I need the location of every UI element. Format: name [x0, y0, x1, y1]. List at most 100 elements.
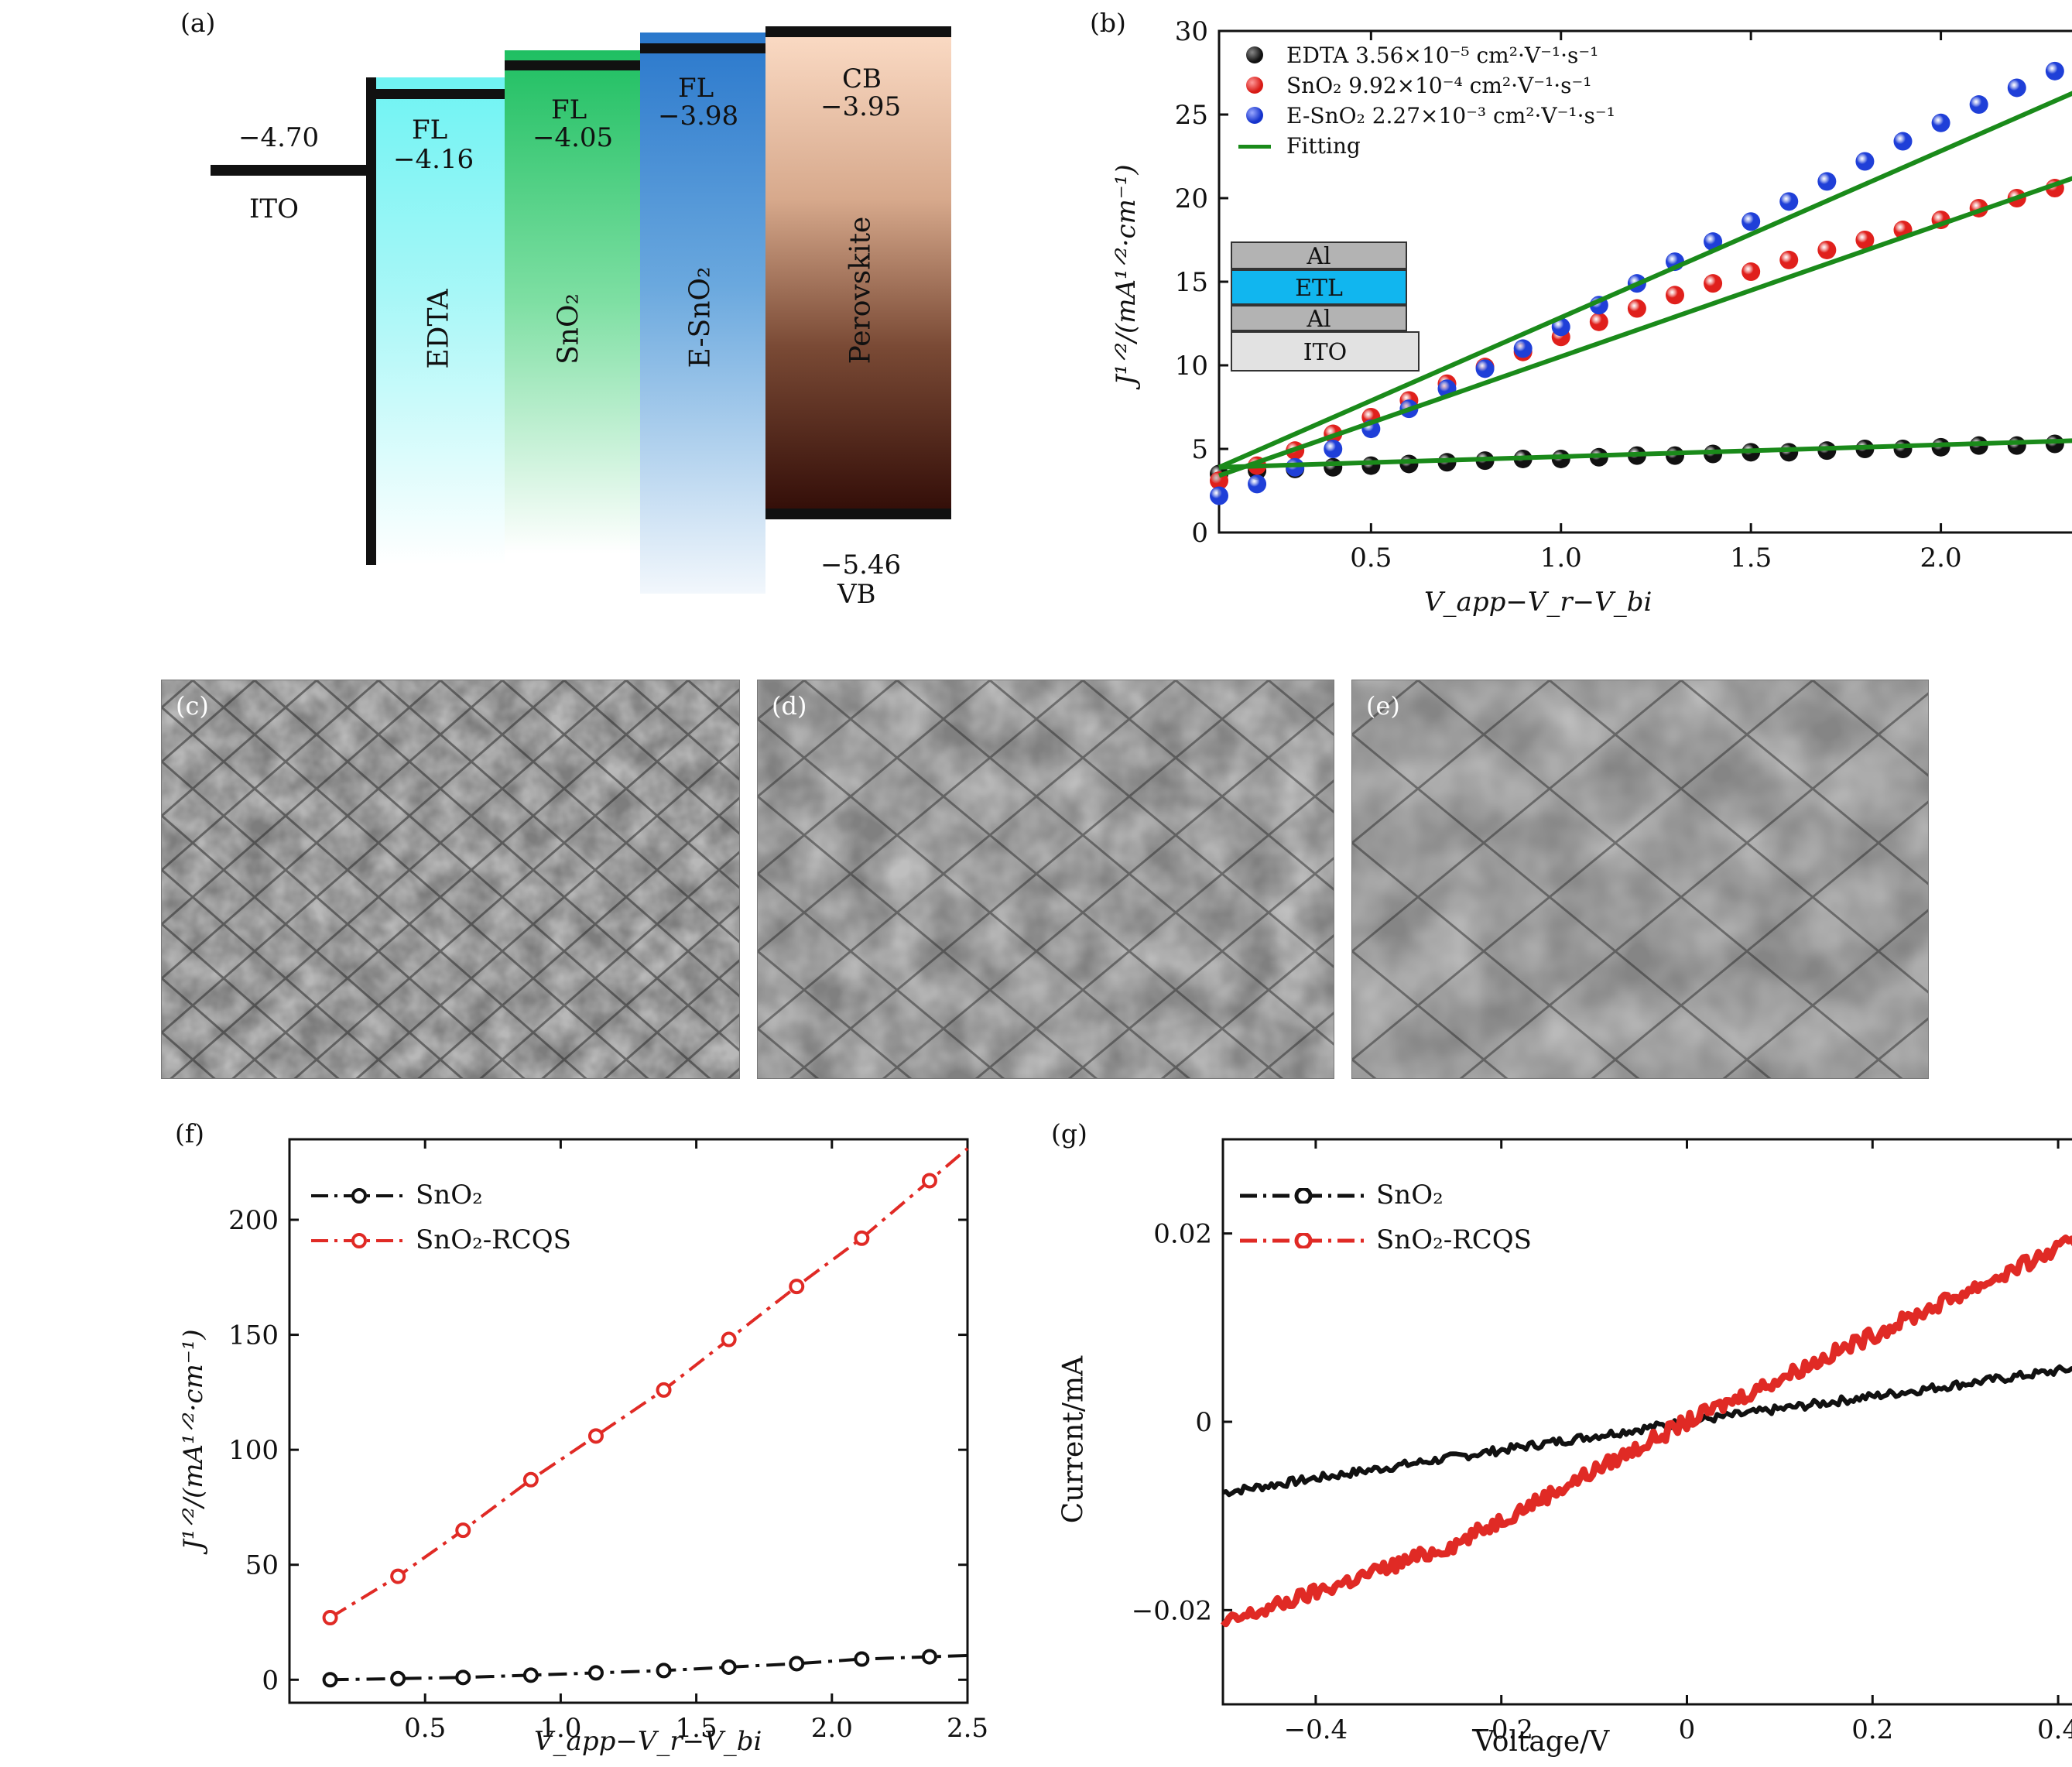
panel-g: (g) −0.4 −0.2 0 0.2 0.4 −0.02 0 0.02 Current/mA… — [1029, 1099, 2072, 1767]
g-xlabel: Voltage/V — [1474, 1726, 1610, 1758]
f-legend: SnO₂ SnO₂-RCQS — [311, 1173, 571, 1262]
data-point-esno2 — [1931, 113, 1950, 132]
f-xlabel: V_app−V_r−V_bi — [534, 1726, 762, 1757]
data-point-sno2 — [1666, 286, 1684, 305]
series-marker-rcqs — [721, 1331, 737, 1348]
panel-b: (b) 0.51.01.52.02.5051015202530 J¹ᐟ²/(mA… — [1029, 0, 2072, 642]
series-marker-rcqs — [789, 1279, 805, 1295]
x-tick-label: 0.5 — [404, 1713, 446, 1744]
b-legend-label-esno2: E-SnO₂ 2.27×10⁻³ cm²·V⁻¹·s⁻¹ — [1286, 103, 1615, 128]
g-legend-marker-rcqs — [1240, 1233, 1368, 1248]
perovskite-band — [765, 27, 951, 519]
data-point-edta — [1893, 440, 1913, 458]
y-tick-label: 5 — [1191, 434, 1208, 465]
inset-layer-etl: ETL — [1231, 269, 1407, 305]
cb-value: −3.95 — [820, 91, 902, 122]
series-marker-rcqs — [322, 1610, 338, 1626]
b-legend-item-sno2: SnO₂ 9.92×10⁻⁴ cm²·V⁻¹·s⁻¹ — [1238, 70, 1615, 101]
y-tick-label: 30 — [1175, 16, 1208, 47]
y-tick-label: 50 — [245, 1550, 279, 1581]
series-marker-sno2 — [789, 1656, 805, 1672]
b-legend-item-esno2: E-SnO₂ 2.27×10⁻³ cm²·V⁻¹·s⁻¹ — [1238, 101, 1615, 131]
series-marker-sno2 — [854, 1651, 870, 1667]
series-marker-rcqs — [656, 1382, 672, 1398]
chart-g: −0.4 −0.2 0 0.2 0.4 −0.02 0 0.02 — [1132, 1138, 2072, 1745]
panel-c-label: (c) — [176, 691, 209, 721]
series-line-sno2 — [330, 1653, 968, 1682]
sno2-fl-line — [505, 60, 640, 70]
series-marker-rcqs — [455, 1522, 471, 1539]
data-point-edta — [2045, 434, 2064, 454]
edta-name: EDTA — [423, 289, 455, 369]
data-point-esno2 — [1248, 474, 1267, 494]
panel-b-label: (b) — [1090, 8, 1126, 38]
cb-label: CB — [842, 63, 882, 94]
b-xlabel: V_app−V_r−V_bi — [1424, 587, 1652, 618]
series-marker-sno2 — [587, 1665, 604, 1681]
b-ylabel: J¹ᐟ²/(mA¹ᐟ²·cm⁻¹) — [1111, 164, 1142, 385]
series-marker-sno2 — [455, 1669, 471, 1686]
x-tick-label: 2.0 — [811, 1713, 853, 1744]
panel-f: (f) 0.5 1.0 1.5 2.0 2.5 0 50 100 150 200 J¹ᐟ²/(mA… — [0, 1099, 1029, 1767]
device-inset: Al ETL Al ITO — [1231, 241, 1420, 372]
chart-f: 0.5 1.0 1.5 2.0 2.5 0 50 100 150 200 — [228, 1138, 988, 1744]
vb-value: −5.46 — [820, 550, 902, 580]
b-legend-line-fitting — [1238, 145, 1271, 149]
y-tick-label: 150 — [228, 1320, 279, 1351]
data-point-edta — [1779, 443, 1799, 462]
f-legend-label-rcqs: SnO₂-RCQS — [416, 1224, 571, 1255]
series-marker-sno2 — [390, 1670, 406, 1687]
series-marker-rcqs — [854, 1230, 870, 1246]
edta-axis — [366, 77, 376, 565]
sem-grain-texture-d — [758, 680, 1334, 1078]
y-tick-label: 0 — [1195, 1407, 1212, 1438]
x-tick-label: 0.5 — [1350, 543, 1392, 574]
sno2-fl-value: −4.05 — [533, 122, 614, 153]
data-point-sno2 — [1627, 299, 1646, 318]
inset-layer-al-top: Al — [1231, 241, 1407, 270]
x-tick-label: 0 — [1679, 1714, 1696, 1745]
esno2-fl-value: −3.98 — [658, 101, 739, 132]
series-marker-sno2 — [921, 1649, 937, 1665]
sno2-name: SnO₂ — [553, 293, 585, 365]
panel-d-label: (d) — [772, 691, 807, 721]
vb-line — [765, 509, 951, 519]
panel-e-label: (e) — [1366, 691, 1400, 721]
y-tick-label: 15 — [1175, 267, 1208, 298]
y-tick-label: 10 — [1175, 351, 1208, 382]
data-point-esno2 — [1893, 132, 1913, 151]
y-tick-label: 0 — [262, 1665, 279, 1696]
b-legend-item-fitting: Fitting — [1238, 131, 1615, 161]
edta-fl-line — [376, 89, 505, 99]
data-point-esno2 — [1475, 359, 1495, 378]
g-legend-marker-sno2 — [1240, 1188, 1368, 1204]
data-point-esno2 — [1704, 232, 1723, 252]
f-legend-item-rcqs: SnO₂-RCQS — [311, 1217, 571, 1262]
g-legend-label-rcqs: SnO₂-RCQS — [1376, 1224, 1532, 1255]
f-legend-marker-rcqs — [311, 1233, 408, 1248]
panel-g-label: (g) — [1051, 1118, 1087, 1149]
series-marker-rcqs — [587, 1428, 604, 1444]
x-tick-label: 2.0 — [1920, 543, 1962, 574]
b-legend: EDTA 3.56×10⁻⁵ cm²·V⁻¹·s⁻¹ SnO₂ 9.92×10⁻… — [1238, 40, 1615, 161]
data-point-esno2 — [1779, 192, 1799, 211]
b-legend-label-edta: EDTA 3.56×10⁻⁵ cm²·V⁻¹·s⁻¹ — [1286, 43, 1599, 68]
f-legend-label-sno2: SnO₂ — [416, 1180, 483, 1211]
x-tick-label: 0.2 — [1851, 1714, 1893, 1745]
data-point-sno2 — [1704, 274, 1723, 293]
data-point-edta — [1361, 456, 1381, 475]
b-legend-marker-edta — [1246, 46, 1263, 63]
x-tick-label: 1.5 — [1730, 543, 1772, 574]
data-point-esno2 — [1513, 339, 1533, 358]
ito-level — [211, 165, 373, 176]
series-marker-sno2 — [522, 1667, 539, 1683]
esno2-band — [640, 33, 765, 594]
x-tick-label: −0.2 — [1469, 1714, 1533, 1745]
data-point-esno2 — [1324, 440, 1343, 458]
series-marker-rcqs — [390, 1568, 406, 1584]
perovskite-name: Perovskite — [844, 216, 877, 365]
data-point-edta — [1399, 454, 1419, 474]
f-legend-item-sno2: SnO₂ — [311, 1173, 571, 1217]
panel-a-label: (a) — [180, 8, 216, 38]
edta-fl-label: FL — [412, 115, 448, 146]
